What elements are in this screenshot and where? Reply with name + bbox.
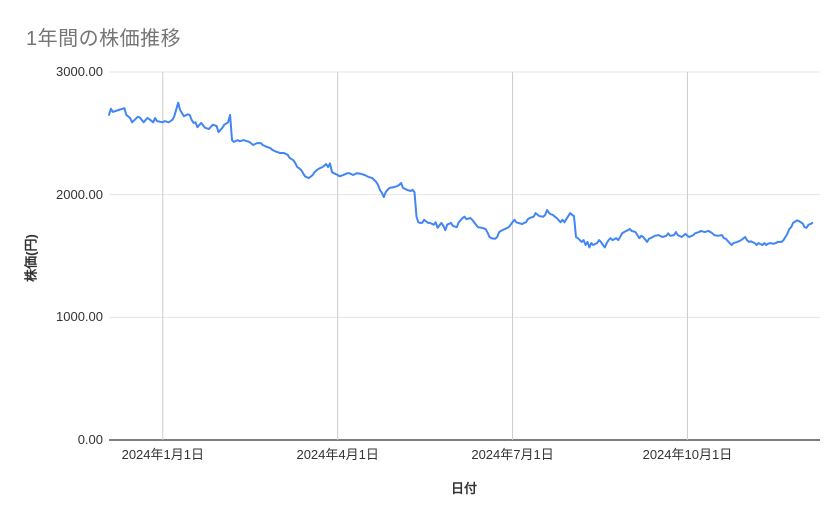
x-tick-label: 2024年1月1日 [121, 447, 204, 462]
y-tick-label: 2000.00 [56, 186, 103, 202]
chart-title: 1年間の株価推移 [26, 28, 182, 50]
x-tick-label: 2024年4月1日 [296, 447, 379, 462]
x-tick-label: 2024年10月1日 [642, 447, 733, 462]
y-tick-label: 0.00 [77, 432, 103, 447]
x-axis-title: 日付 [450, 481, 478, 496]
y-axis-title: 株価(円) [23, 234, 39, 282]
y-tick-label: 1000.00 [56, 309, 103, 325]
price-line-series [108, 101, 814, 249]
y-tick-label: 3000.00 [56, 64, 103, 79]
x-tick-label: 2024年7月1日 [471, 447, 554, 462]
